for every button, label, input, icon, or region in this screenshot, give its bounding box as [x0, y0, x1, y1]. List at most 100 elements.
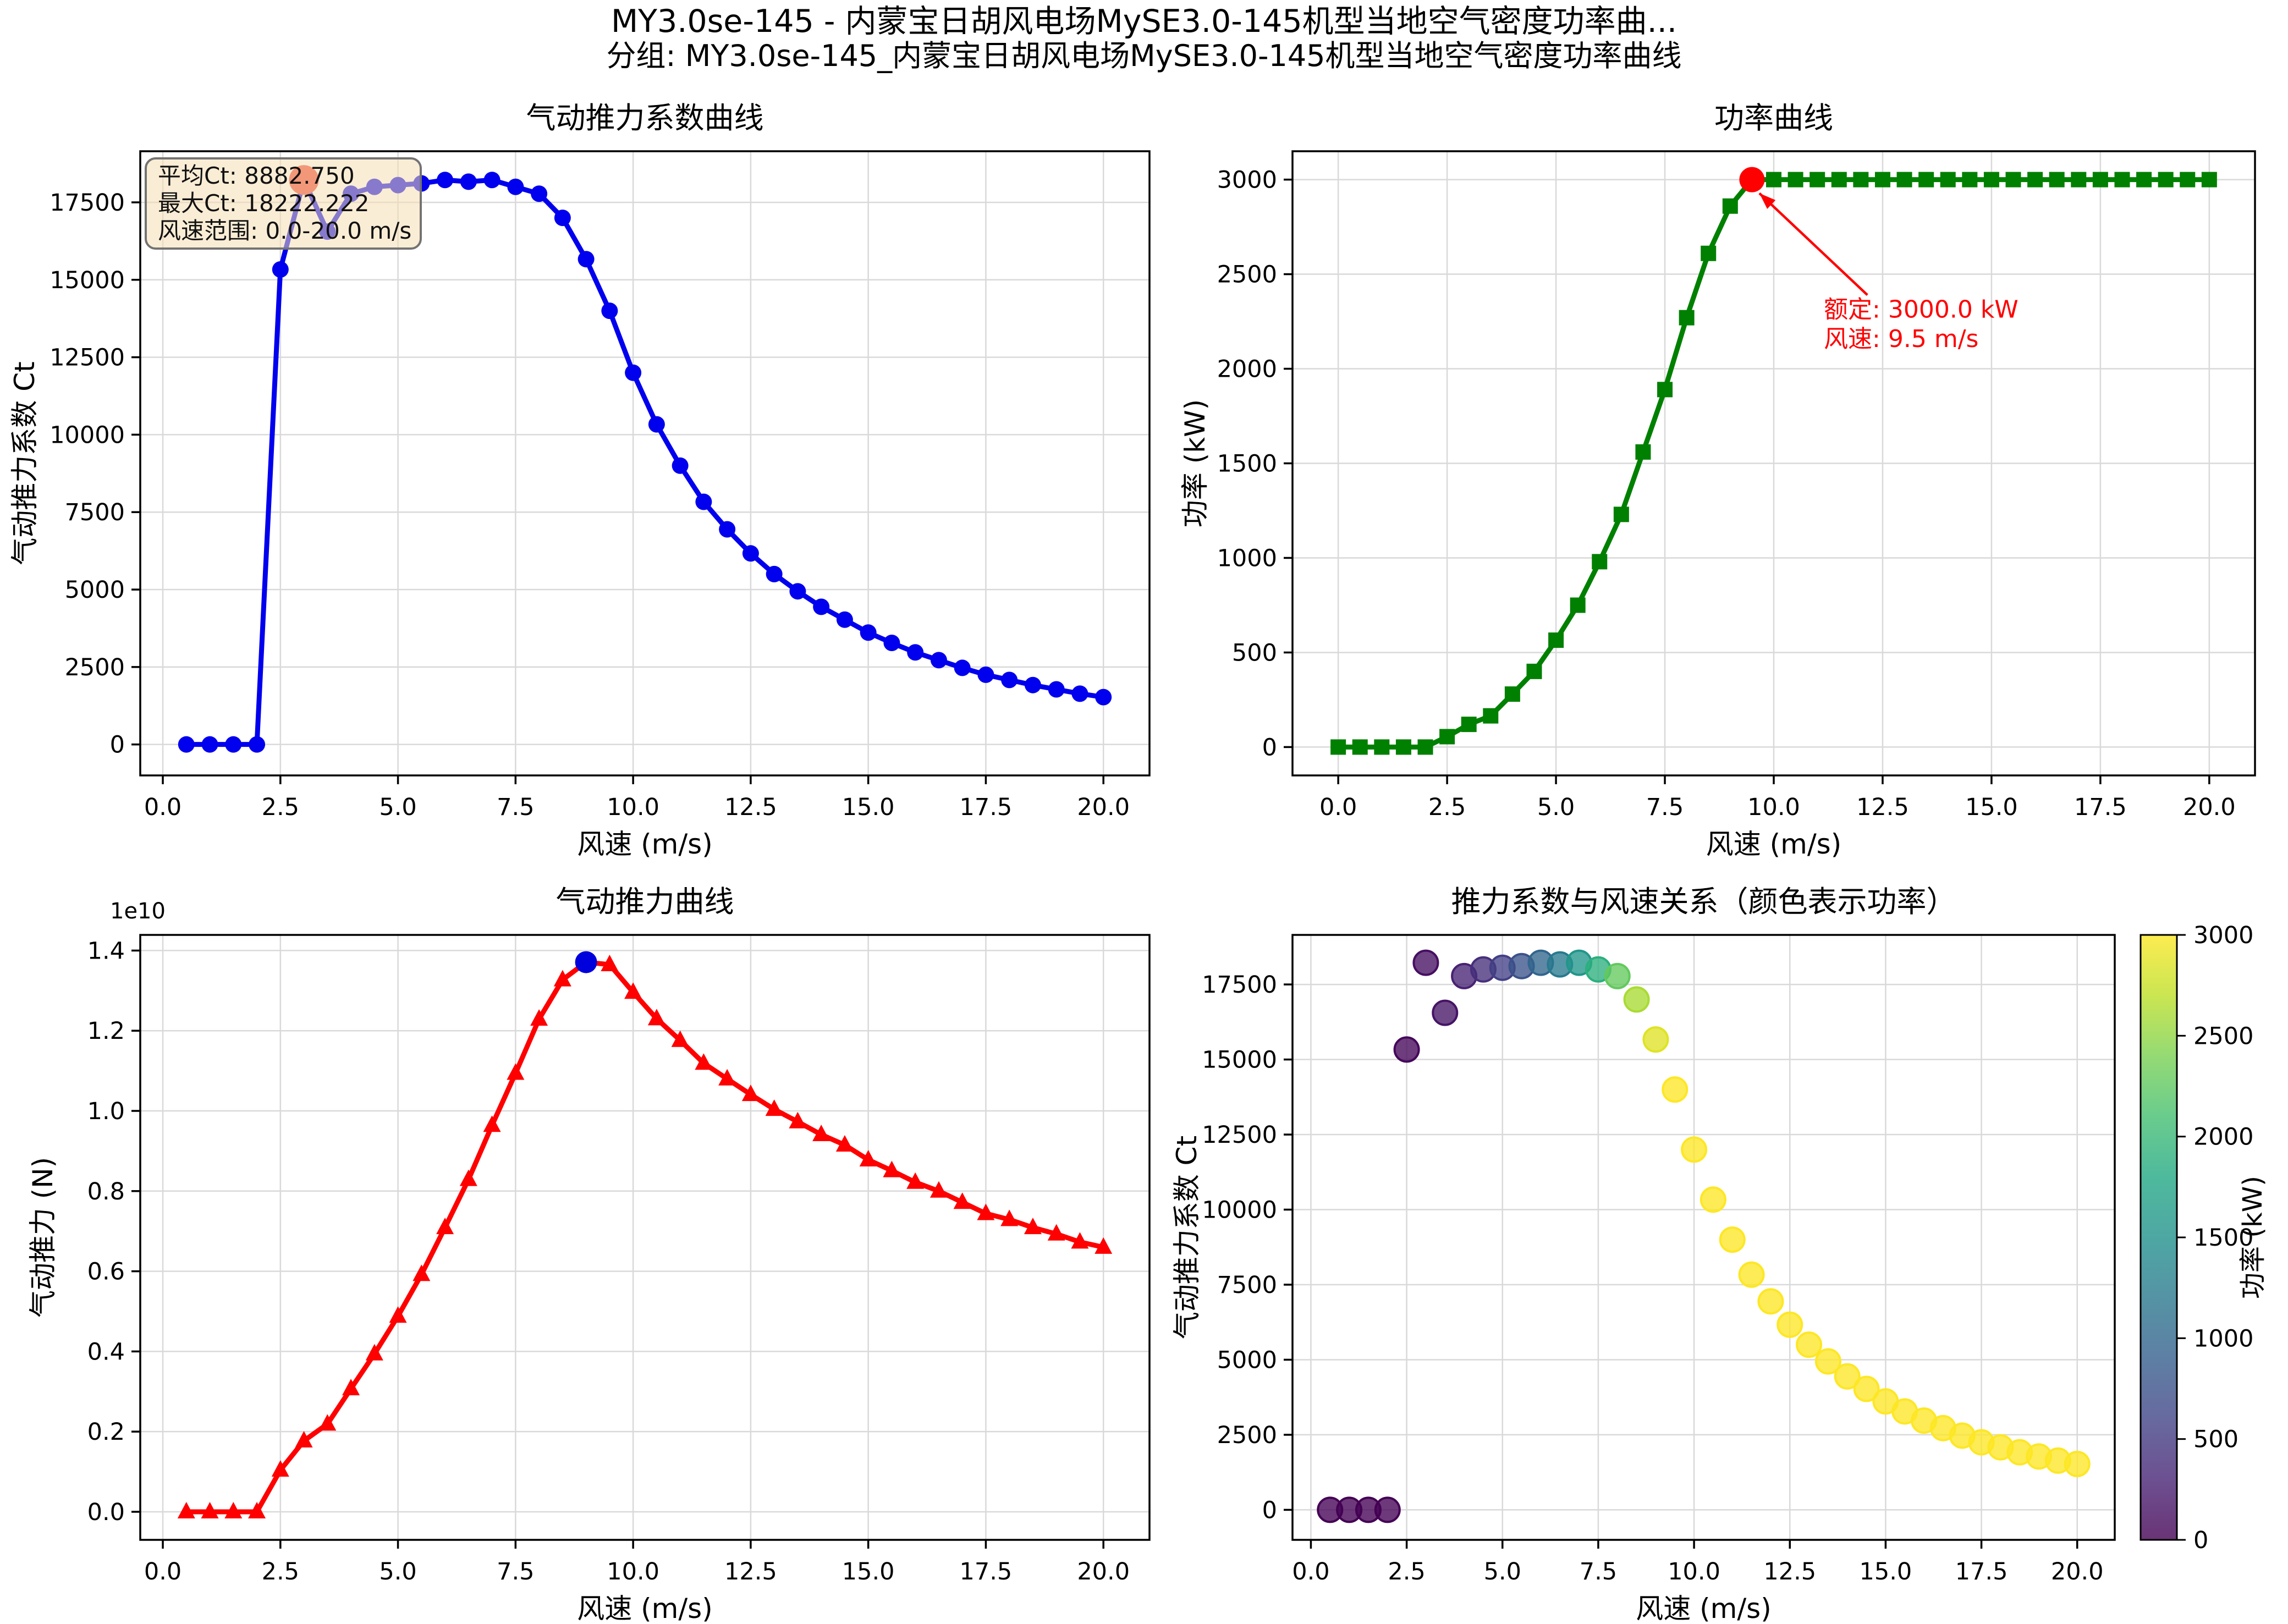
scatter-point	[1642, 1026, 1669, 1053]
x-tick-label: 12.5	[1763, 1558, 1816, 1586]
y-tick-label: 0	[1262, 1496, 1277, 1524]
y-tick-label: 1.0	[87, 1098, 125, 1125]
scatter-point	[1393, 1036, 1420, 1063]
figure-title-line2: 分组: MY3.0se-145_内蒙宝日胡风电场MySE3.0-145机型当地空…	[606, 38, 1682, 73]
panel-ct-coefficient-curve: 0.0 2.5 5.0 7.5 10.0 12.5 15.0 17.5 20.0 风速 (m/s)…	[9, 101, 1151, 860]
colorbar-label: 功率 (kW)	[2237, 1176, 2268, 1299]
scatter-point	[1700, 1186, 1726, 1213]
x-tick-label: 20.0	[1077, 794, 1130, 821]
scatter-point	[1853, 1375, 1880, 1402]
tooltip-line: 风速范围: 0.0-20.0 m/s	[158, 217, 411, 244]
y-tick-label: 2500	[65, 654, 125, 681]
x-axis: 0.0 2.5 5.0 7.5 10.0 12.5 15.0 17.5 20.0 风速 (m/s)	[1292, 1540, 2104, 1624]
scatter-point	[1604, 962, 1631, 989]
x-tick-label: 17.5	[960, 1558, 1013, 1586]
x-tick-label: 7.5	[1580, 1558, 1617, 1586]
scatter-point	[1374, 1496, 1401, 1523]
y-axis-label: 气动推力 (N)	[27, 1157, 59, 1318]
scatter-point	[1757, 1288, 1784, 1315]
x-tick-label: 2.5	[1428, 794, 1466, 821]
x-tick-label: 15.0	[1860, 1558, 1912, 1586]
chart-title: 功率曲线	[1714, 101, 1833, 135]
annotation-text: 风速: 9.5 m/s	[1824, 325, 1978, 353]
series-line	[184, 960, 1106, 1515]
scatter-point	[1412, 949, 1439, 976]
y-tick-label: 1.2	[87, 1017, 125, 1045]
y-tick-label: 15000	[50, 267, 125, 294]
x-tick-label: 0.0	[1292, 1558, 1329, 1586]
y-axis-label: 气动推力系数 Ct	[9, 361, 41, 565]
scatter-point	[2064, 1450, 2091, 1477]
grid	[1292, 151, 2255, 775]
y-tick-label: 5000	[65, 576, 125, 604]
y-tick-label: 12500	[1202, 1121, 1277, 1149]
panel-power-curve: 0.0 2.5 5.0 7.5 10.0 12.5 15.0 17.5 20.0 风速 (m/s)…	[1179, 101, 2256, 860]
chart-title: 推力系数与风速关系（颜色表示功率）	[1451, 884, 1956, 919]
x-axis-label: 风速 (m/s)	[577, 828, 713, 860]
x-tick-label: 20.0	[2051, 1558, 2104, 1586]
colorbar-tick-label: 0	[2193, 1527, 2208, 1554]
highlight-marker	[575, 951, 597, 973]
y-tick-label: 1500	[1217, 450, 1277, 478]
x-axis-label: 风速 (m/s)	[577, 1593, 713, 1624]
chart-title: 气动推力曲线	[556, 884, 734, 919]
y-tick-label: 2500	[1217, 261, 1277, 289]
x-tick-label: 2.5	[262, 794, 299, 821]
x-tick-label: 0.0	[144, 1558, 182, 1586]
x-tick-label: 15.0	[842, 1558, 895, 1586]
series-markers	[178, 172, 1112, 753]
scatter-point	[1681, 1136, 1708, 1163]
scatter-points	[1317, 949, 2091, 1523]
x-tick-label: 2.5	[262, 1558, 299, 1586]
y-tick-label: 17500	[1202, 971, 1277, 999]
x-tick-label: 12.5	[724, 1558, 777, 1586]
x-tick-label: 7.5	[497, 1558, 534, 1586]
scatter-point	[1662, 1076, 1689, 1103]
x-tick-label: 5.0	[1484, 1558, 1521, 1586]
y-tick-label: 1.4	[87, 937, 125, 965]
scatter-point	[1814, 1348, 1841, 1375]
x-tick-label: 5.0	[1537, 794, 1575, 821]
plot-border	[139, 150, 1151, 777]
y-tick-label: 12500	[50, 344, 125, 372]
y-tick-label: 7500	[65, 499, 125, 526]
panel-thrust-curve: 0.0 2.5 5.0 7.5 10.0 12.5 15.0 17.5 20.0 风速 (m/s)…	[27, 884, 1151, 1624]
x-tick-label: 15.0	[842, 794, 895, 821]
x-tick-label: 10.0	[607, 1558, 659, 1586]
colorbar: 0 500 1000 1500 2000 2500 3000 功率 (kW)	[2140, 922, 2268, 1554]
colorbar-tick-label: 2500	[2193, 1022, 2253, 1050]
tooltip-line: 最大Ct: 18222.222	[158, 190, 369, 217]
x-axis-label: 风速 (m/s)	[1706, 828, 1842, 860]
scatter-point	[1623, 986, 1650, 1013]
y-tick-label: 0.2	[87, 1418, 125, 1446]
grid	[140, 935, 1150, 1540]
x-tick-label: 17.5	[960, 794, 1013, 821]
scatter-point	[1777, 1311, 1803, 1338]
scatter-point	[1796, 1331, 1823, 1358]
y-tick-label: 500	[1232, 639, 1277, 667]
colorbar-tick-label: 2000	[2193, 1124, 2253, 1151]
x-tick-label: 2.5	[1388, 1558, 1425, 1586]
scatter-point	[1738, 1261, 1765, 1288]
y-tick-label: 1000	[1217, 544, 1277, 572]
panel-ct-vs-wind-scatter: 0.0 2.5 5.0 7.5 10.0 12.5 15.0 17.5 20.0 风速 (m/s)…	[1171, 884, 2268, 1624]
x-tick-label: 0.0	[144, 794, 182, 821]
x-tick-label: 15.0	[1965, 794, 2018, 821]
y-tick-label: 10000	[50, 421, 125, 449]
x-tick-label: 10.0	[1747, 794, 1800, 821]
x-tick-label: 7.5	[497, 794, 534, 821]
tooltip-line: 平均Ct: 8882.750	[158, 162, 355, 189]
colorbar-gradient	[2140, 934, 2178, 1541]
y-tick-label: 0	[1262, 734, 1277, 761]
x-tick-label: 12.5	[1856, 794, 1909, 821]
x-tick-label: 17.5	[2074, 794, 2127, 821]
y-tick-label: 15000	[1202, 1047, 1277, 1074]
colorbar-tick-label: 1000	[2193, 1325, 2253, 1352]
series-line	[184, 177, 1106, 747]
scatter-point	[1834, 1363, 1861, 1390]
y-axis: 0 500 1000 1500 2000 2500 3000 功率 (kW)	[1179, 167, 1292, 761]
x-tick-label: 12.5	[724, 794, 777, 821]
